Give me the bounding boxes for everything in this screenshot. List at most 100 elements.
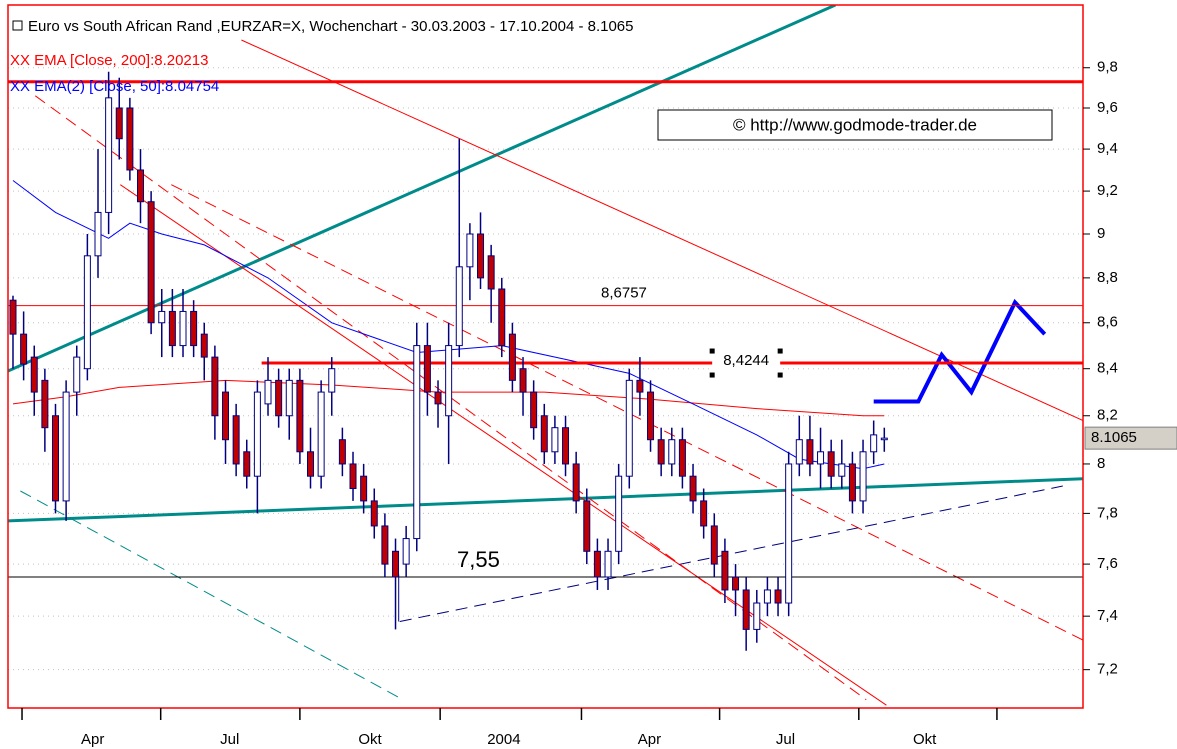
candle-body bbox=[817, 451, 825, 465]
y-tick-label: 9,4 bbox=[1097, 140, 1118, 157]
candle-body bbox=[551, 427, 559, 453]
candle-body bbox=[360, 475, 368, 502]
candle-body bbox=[190, 310, 198, 347]
candle-body bbox=[94, 211, 102, 257]
candle-body bbox=[328, 368, 336, 393]
candle-body bbox=[806, 439, 814, 465]
candle-body bbox=[593, 550, 601, 578]
trend-line bbox=[873, 298, 1047, 404]
candle-body bbox=[689, 475, 697, 502]
y-tick-label: 9,8 bbox=[1097, 59, 1118, 76]
candle-body bbox=[168, 310, 176, 347]
candle-body bbox=[647, 391, 655, 441]
y-tick-label: 9 bbox=[1097, 225, 1105, 242]
level-label: 7,55 bbox=[457, 547, 500, 572]
candle-body bbox=[20, 333, 28, 365]
candle-body bbox=[296, 379, 304, 453]
trend-line bbox=[20, 490, 404, 701]
candle-body bbox=[519, 368, 527, 393]
candle-body bbox=[859, 451, 867, 502]
y-tick-label: 8,2 bbox=[1097, 407, 1118, 424]
candle-body bbox=[285, 379, 293, 417]
grid bbox=[8, 67, 1083, 671]
y-tick-label: 7,4 bbox=[1097, 607, 1118, 624]
candle-body bbox=[307, 451, 315, 477]
trend-line bbox=[8, 5, 837, 373]
selection-handle bbox=[709, 372, 715, 378]
candle-body bbox=[466, 233, 474, 268]
candle-body bbox=[657, 439, 665, 465]
y-tick-label: 9,2 bbox=[1097, 182, 1118, 199]
label-bg bbox=[712, 351, 781, 376]
candle-body bbox=[827, 451, 835, 477]
legend-entry: XX EMA [Close, 200]:8.20213 bbox=[10, 52, 208, 69]
candle-body bbox=[455, 266, 463, 347]
candle-body bbox=[870, 434, 878, 453]
candle-body bbox=[742, 589, 750, 630]
candle-body bbox=[795, 439, 803, 465]
candle-body bbox=[583, 500, 591, 552]
candle-body bbox=[678, 439, 686, 477]
x-tick-label: Apr bbox=[81, 731, 104, 748]
candle-body bbox=[615, 475, 623, 552]
candle-body bbox=[126, 107, 134, 171]
candle-body bbox=[763, 589, 771, 604]
candle-body bbox=[147, 201, 155, 324]
candle-body bbox=[753, 602, 761, 630]
overlay: Euro vs South African Rand ,EURZAR=X, Wo… bbox=[10, 18, 1177, 748]
watermark-box bbox=[657, 109, 1053, 141]
candle-body bbox=[572, 463, 580, 502]
watermark: © http://www.godmode-trader.de bbox=[733, 115, 977, 134]
candle-body bbox=[508, 333, 516, 381]
candle-body bbox=[51, 415, 59, 502]
candle-body bbox=[562, 427, 570, 465]
candle-body bbox=[636, 379, 644, 393]
trend-line bbox=[8, 477, 1083, 523]
candle-body bbox=[73, 356, 81, 393]
candle-body bbox=[211, 356, 219, 417]
y-tick-label: 8,8 bbox=[1097, 269, 1118, 286]
last-price-label: 8.1065 bbox=[1091, 429, 1137, 446]
candle-body bbox=[62, 391, 70, 502]
candle-body bbox=[668, 439, 676, 465]
title-icon bbox=[12, 20, 23, 31]
y-tick-label: 8,6 bbox=[1097, 314, 1118, 331]
candle-body bbox=[115, 107, 123, 140]
candle-body bbox=[41, 379, 49, 429]
level-label: 8,6757 bbox=[601, 285, 647, 302]
x-tick-label: Jul bbox=[220, 731, 239, 748]
candle-body bbox=[721, 550, 729, 591]
candle-body bbox=[402, 538, 410, 565]
legend-entry: XX EMA(2) [Close, 50]:8.04754 bbox=[10, 78, 219, 95]
y-tick-label: 7,2 bbox=[1097, 661, 1118, 678]
candle-body bbox=[179, 310, 187, 347]
selection-handle bbox=[709, 348, 715, 354]
x-tick-label: Jul bbox=[776, 731, 795, 748]
candle-body bbox=[370, 500, 378, 527]
x-tick-label: 2004 bbox=[487, 731, 520, 748]
candle-body bbox=[232, 415, 240, 465]
candle-body bbox=[498, 288, 506, 347]
candle-body bbox=[838, 463, 846, 477]
candle-body bbox=[700, 500, 708, 527]
y-tick-label: 7,8 bbox=[1097, 504, 1118, 521]
candle-body bbox=[604, 550, 612, 578]
candle-body bbox=[413, 345, 421, 540]
candle-body bbox=[423, 345, 431, 393]
plot-area bbox=[8, 5, 1083, 706]
level-label: 8,4244 bbox=[723, 352, 769, 369]
y-tick-label: 7,6 bbox=[1097, 555, 1118, 572]
candle-body bbox=[137, 169, 145, 203]
candle-body bbox=[540, 415, 548, 453]
x-tick-label: Apr bbox=[638, 731, 661, 748]
candle-body bbox=[9, 299, 17, 335]
chart-title: Euro vs South African Rand ,EURZAR=X, Wo… bbox=[28, 18, 634, 35]
candle-body bbox=[710, 525, 718, 565]
last-price-box bbox=[1084, 426, 1177, 450]
selection-handle bbox=[777, 348, 783, 354]
candle-body bbox=[880, 437, 888, 441]
candle-body bbox=[434, 391, 442, 405]
candle-body bbox=[785, 463, 793, 604]
